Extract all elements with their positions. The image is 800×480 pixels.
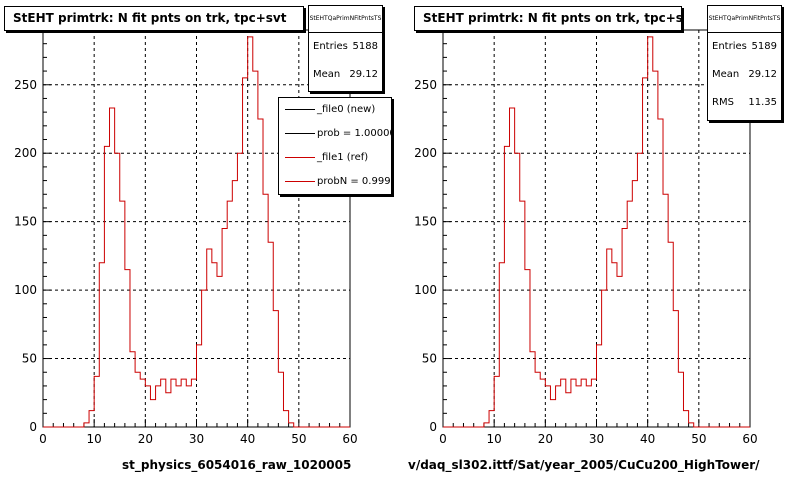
stats-value: 5189 bbox=[751, 41, 777, 52]
y-tick-label: 100 bbox=[414, 283, 437, 297]
legend-label: prob = 1.000000 bbox=[317, 128, 391, 139]
stats-row-rms: RMS 11.35 bbox=[708, 89, 781, 117]
stats-header: StEHTQaPrimNFitPntsTS bbox=[708, 6, 781, 33]
x-tick-label: 0 bbox=[439, 432, 447, 446]
x-tick-label: 60 bbox=[342, 432, 357, 446]
stats-key: Mean bbox=[712, 69, 740, 80]
stats-key: Mean bbox=[313, 69, 341, 80]
x-tick-label: 50 bbox=[691, 432, 706, 446]
legend-entry: prob = 1.000000 bbox=[279, 122, 391, 146]
y-tick-label: 50 bbox=[22, 352, 37, 366]
chart-title-right: StEHT primtrk: N fit pnts on trk, tpc+sv… bbox=[414, 6, 682, 31]
x-axis-caption-right: v/daq_sl302.ittf/Sat/year_2005/CuCu200_H… bbox=[408, 458, 760, 472]
stats-row-mean: Mean 29.12 bbox=[309, 61, 382, 89]
legend-label: _file0 (new) bbox=[317, 104, 376, 115]
legend-swatch bbox=[285, 157, 315, 158]
stats-header: StEHTQaPrimNFitPntsTS bbox=[309, 6, 382, 33]
stats-box-right: StEHTQaPrimNFitPntsTS Entries 5189 Mean … bbox=[707, 5, 782, 121]
y-tick-label: 200 bbox=[14, 146, 37, 160]
x-axis-caption-left: st_physics_6054016_raw_1020005 bbox=[122, 458, 352, 472]
x-tick-label: 10 bbox=[487, 432, 502, 446]
stats-row-mean: Mean 29.12 bbox=[708, 61, 781, 89]
stats-value: 11.35 bbox=[748, 97, 777, 108]
stats-key: Entries bbox=[313, 41, 348, 52]
legend-swatch bbox=[285, 181, 315, 182]
x-tick-label: 30 bbox=[189, 432, 204, 446]
x-tick-label: 30 bbox=[589, 432, 604, 446]
x-tick-label: 10 bbox=[87, 432, 102, 446]
x-tick-label: 40 bbox=[640, 432, 655, 446]
y-tick-label: 250 bbox=[414, 78, 437, 92]
x-tick-label: 40 bbox=[240, 432, 255, 446]
stats-value: 29.12 bbox=[349, 69, 378, 80]
x-tick-label: 20 bbox=[538, 432, 553, 446]
x-tick-label: 50 bbox=[291, 432, 306, 446]
legend-left: _file0 (new) prob = 1.000000 _file1 (ref… bbox=[278, 97, 392, 195]
stats-value: 5188 bbox=[352, 41, 378, 52]
histogram-series-line bbox=[43, 36, 350, 428]
stats-box-left: StEHTQaPrimNFitPntsTS Entries 5188 Mean … bbox=[308, 5, 383, 92]
y-tick-label: 150 bbox=[414, 215, 437, 229]
histogram-series-line bbox=[443, 36, 750, 428]
x-tick-label: 0 bbox=[39, 432, 47, 446]
legend-entry: _file0 (new) bbox=[279, 98, 391, 122]
x-tick-label: 60 bbox=[742, 432, 757, 446]
stats-row-entries: Entries 5188 bbox=[309, 33, 382, 61]
stats-key: Entries bbox=[712, 41, 747, 52]
y-tick-label: 50 bbox=[422, 352, 437, 366]
y-tick-label: 100 bbox=[14, 283, 37, 297]
legend-swatch bbox=[285, 109, 315, 110]
stats-key: RMS bbox=[712, 97, 734, 108]
y-tick-label: 250 bbox=[14, 78, 37, 92]
y-tick-label: 0 bbox=[29, 420, 37, 434]
legend-swatch bbox=[285, 133, 315, 134]
y-tick-label: 0 bbox=[429, 420, 437, 434]
y-tick-label: 200 bbox=[414, 146, 437, 160]
legend-entry: probN = 0.999969 bbox=[279, 170, 391, 194]
legend-label: _file1 (ref) bbox=[317, 152, 369, 163]
legend-label: probN = 0.999969 bbox=[317, 176, 391, 187]
x-tick-label: 20 bbox=[138, 432, 153, 446]
stats-row-entries: Entries 5189 bbox=[708, 33, 781, 61]
legend-entry: _file1 (ref) bbox=[279, 146, 391, 170]
y-tick-label: 150 bbox=[14, 215, 37, 229]
stats-value: 29.12 bbox=[748, 69, 777, 80]
chart-title-left: StEHT primtrk: N fit pnts on trk, tpc+sv… bbox=[4, 6, 304, 31]
